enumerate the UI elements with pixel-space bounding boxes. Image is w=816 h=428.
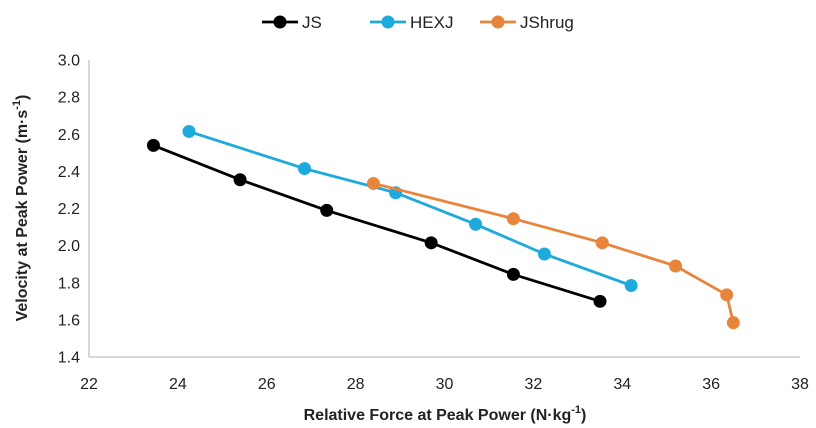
- y-tick-label: 1.6: [58, 312, 80, 329]
- legend-item-js: JS: [262, 13, 322, 32]
- x-axis-title: Relative Force at Peak Power (N·kg-1): [304, 404, 587, 424]
- y-axis-title: Velocity at Peak Power (m·s-1): [11, 95, 31, 322]
- y-tick-label: 2.4: [58, 164, 80, 181]
- y-tick-label: 2.0: [58, 238, 80, 255]
- data-point-js: [146, 138, 160, 152]
- x-tick-label: 28: [347, 376, 365, 393]
- data-point-jshrug: [506, 212, 520, 226]
- y-tick-label: 2.8: [58, 90, 80, 107]
- x-tick-label: 36: [702, 376, 720, 393]
- data-point-jshrug: [595, 236, 609, 250]
- legend-marker-jshrug: [491, 15, 505, 29]
- legend: JS HEXJ JShrug: [262, 13, 574, 32]
- data-point-js: [233, 173, 247, 187]
- series-line-hexj: [188, 130, 632, 287]
- legend-marker-hexj: [381, 15, 395, 29]
- series-jshrug: [366, 176, 740, 330]
- data-point-hexj: [298, 162, 312, 176]
- data-point-jshrug: [669, 259, 683, 273]
- legend-label-jshrug: JShrug: [520, 13, 574, 32]
- x-tick-label: 24: [169, 376, 187, 393]
- x-tick-label: 32: [524, 376, 542, 393]
- x-tick-label: 30: [436, 376, 454, 393]
- data-point-hexj: [469, 217, 483, 231]
- legend-label-hexj: HEXJ: [410, 13, 453, 32]
- y-tick-label: 3.0: [58, 53, 80, 70]
- data-point-jshrug: [366, 176, 380, 190]
- x-tick-label: 34: [613, 376, 631, 393]
- series-group: [146, 124, 740, 330]
- y-tick-label: 2.2: [58, 201, 80, 218]
- y-tick-label: 1.8: [58, 275, 80, 292]
- data-point-hexj: [537, 247, 551, 261]
- y-tick-label: 2.6: [58, 127, 80, 144]
- data-point-js: [593, 294, 607, 308]
- series-hexj: [182, 124, 638, 293]
- y-tick-labels: 1.4 1.6 1.8 2.0 2.2 2.4 2.6 2.8 3.0: [58, 53, 80, 367]
- x-tick-label: 26: [258, 376, 276, 393]
- legend-label-js: JS: [302, 13, 322, 32]
- data-point-hexj: [624, 279, 638, 293]
- data-point-jshrug: [720, 288, 734, 302]
- axes: [88, 60, 800, 358]
- x-tick-labels: 22 24 26 28 30 32 34 36 38: [80, 376, 809, 393]
- y-tick-label: 1.4: [58, 350, 80, 367]
- data-point-js: [506, 267, 520, 281]
- x-tick-label: 22: [80, 376, 98, 393]
- data-point-js: [320, 203, 334, 217]
- series-line-js: [152, 144, 601, 303]
- data-point-hexj: [182, 124, 196, 138]
- data-point-js: [424, 236, 438, 250]
- data-point-jshrug: [726, 316, 740, 330]
- series-js: [146, 138, 607, 308]
- legend-marker-js: [273, 15, 287, 29]
- legend-item-jshrug: JShrug: [480, 13, 574, 32]
- legend-item-hexj: HEXJ: [370, 13, 453, 32]
- x-tick-label: 38: [791, 376, 809, 393]
